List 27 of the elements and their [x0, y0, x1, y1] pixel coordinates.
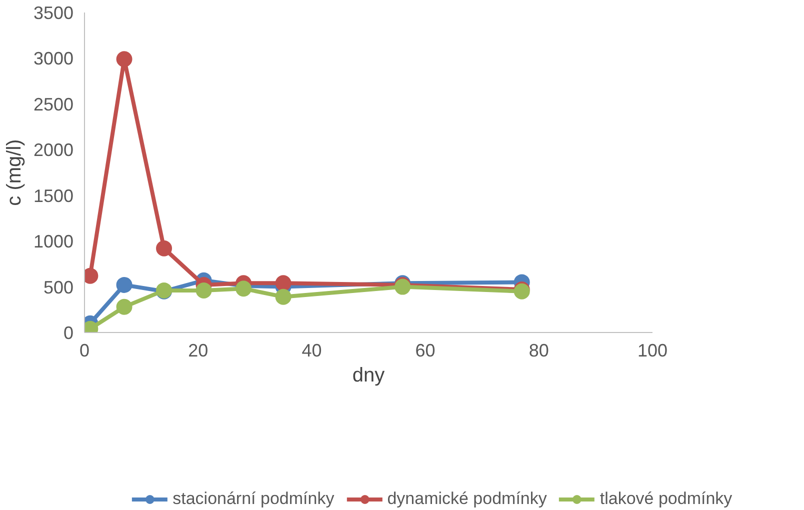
point [116, 51, 132, 68]
x-tick-label: 80 [528, 340, 549, 360]
point [196, 282, 212, 298]
x-tick-label: 40 [302, 340, 322, 360]
x-axis-title: dny [352, 364, 385, 386]
y-tick-label: 500 [43, 277, 74, 298]
point [156, 240, 172, 256]
y-tick-label: 3000 [33, 48, 74, 69]
y-tick-label: 2000 [33, 140, 74, 160]
legend-label: stacionární podmínky [172, 488, 334, 508]
y-axis-title: c (mg/l) [3, 139, 26, 206]
y-tick-label: 2500 [33, 94, 74, 114]
y-tick-label: 1500 [33, 186, 74, 206]
x-tick-label: 20 [188, 340, 208, 360]
x-tick-label: 60 [415, 340, 436, 360]
point [116, 276, 132, 293]
y-tick-label: 3500 [33, 3, 74, 23]
x-tick-label: 0 [79, 340, 90, 360]
point [275, 275, 292, 292]
point [236, 280, 252, 297]
legend-label: dynamické podmínky [387, 488, 547, 508]
x-tick-label: 100 [637, 340, 668, 360]
y-tick-label: 0 [63, 323, 74, 343]
legend-label: tlakové podmínky [600, 488, 732, 508]
point [275, 288, 292, 305]
y-tick-label: 1000 [33, 232, 74, 252]
point [116, 298, 132, 315]
